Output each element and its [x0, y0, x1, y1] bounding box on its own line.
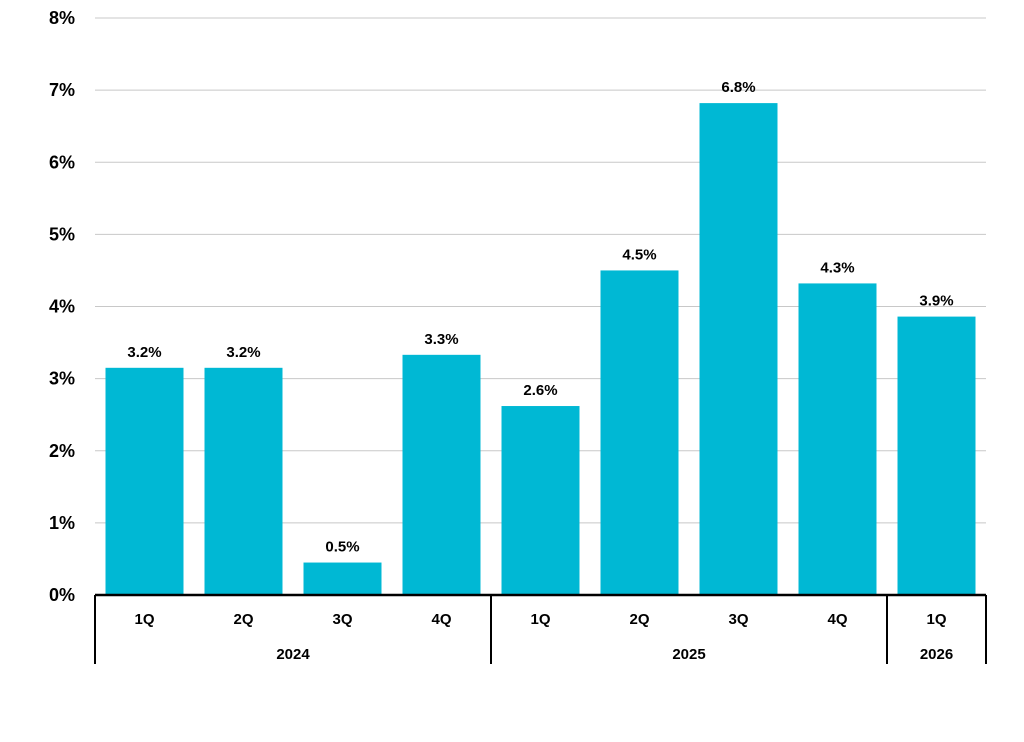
- y-tick-label: 3%: [49, 369, 75, 389]
- data-label: 3.9%: [919, 293, 953, 310]
- bar: [204, 367, 283, 595]
- x-tick-label: 4Q: [827, 611, 847, 628]
- y-tick-label: 2%: [49, 441, 75, 461]
- x-tick-label: 1Q: [530, 611, 550, 628]
- y-tick-label: 6%: [49, 152, 75, 172]
- y-tick-label: 8%: [49, 8, 75, 28]
- x-tick-label: 3Q: [728, 611, 748, 628]
- bar: [105, 367, 184, 595]
- x-group-label: 2024: [276, 646, 310, 663]
- x-group-label: 2026: [920, 646, 953, 663]
- data-label: 3.2%: [127, 344, 161, 361]
- y-tick-label: 1%: [49, 513, 75, 533]
- bar: [600, 270, 679, 595]
- y-axis-ticks: 0% 1% 2% 3% 4% 5% 6% 7% 8%: [49, 8, 75, 605]
- x-tick-label: 1Q: [134, 611, 154, 628]
- data-label: 6.8%: [721, 79, 755, 96]
- data-label: 0.5%: [325, 539, 359, 556]
- data-labels: 3.2% 3.2% 0.5% 3.3% 2.6% 4.5% 6.8% 4.3% 3.9%: [127, 79, 953, 555]
- bar: [897, 316, 976, 595]
- bar: [501, 406, 580, 595]
- data-label: 4.3%: [820, 259, 854, 276]
- y-tick-label: 5%: [49, 224, 75, 244]
- bar: [699, 103, 778, 596]
- x-tick-label: 3Q: [332, 611, 352, 628]
- bars: [105, 103, 976, 596]
- data-label: 3.3%: [424, 331, 458, 348]
- bar: [402, 354, 481, 595]
- x-tick-label: 2Q: [233, 611, 253, 628]
- bar: [303, 562, 382, 595]
- bar: [798, 283, 877, 595]
- data-label: 2.6%: [523, 382, 557, 399]
- y-tick-label: 7%: [49, 80, 75, 100]
- x-tick-label: 4Q: [431, 611, 451, 628]
- y-tick-label: 0%: [49, 585, 75, 605]
- x-group-label: 2025: [672, 646, 705, 663]
- y-tick-label: 4%: [49, 297, 75, 317]
- x-axis: 1Q 2Q 3Q 4Q 1Q 2Q 3Q 4Q 1Q 2024 2025 2026: [94, 593, 987, 664]
- x-tick-label: 1Q: [926, 611, 946, 628]
- data-label: 3.2%: [226, 344, 260, 361]
- x-tick-label: 2Q: [629, 611, 649, 628]
- data-label: 4.5%: [622, 246, 656, 263]
